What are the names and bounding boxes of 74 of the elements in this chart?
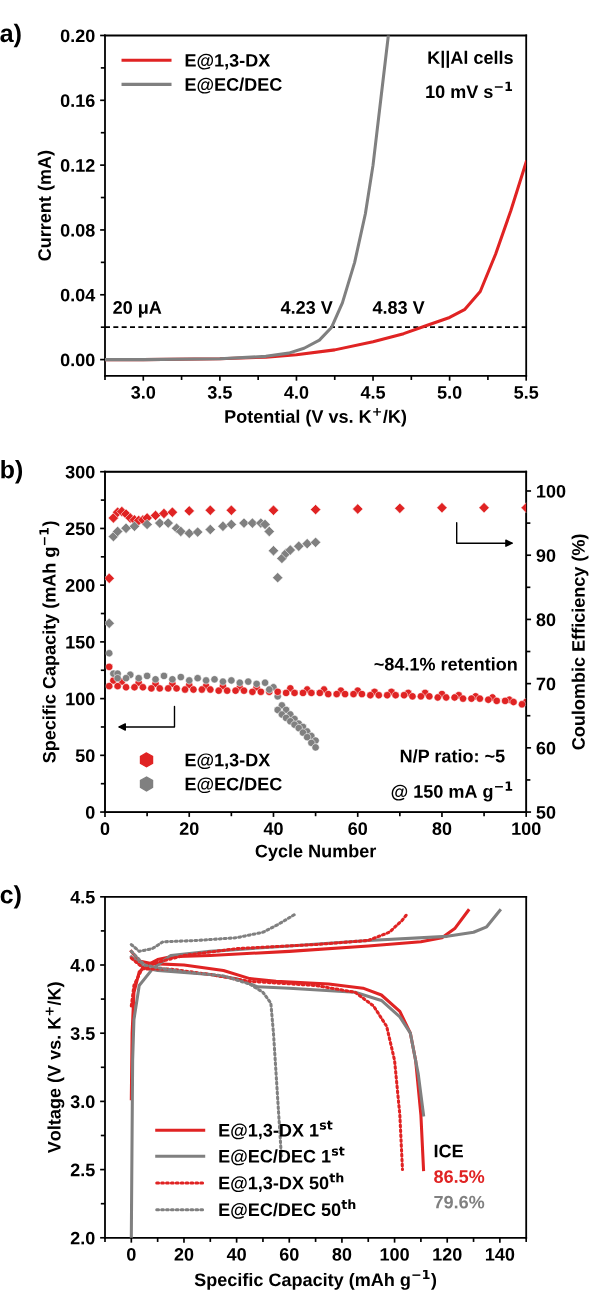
y-tick-label: 0.08 bbox=[60, 223, 95, 237]
y-tick-label: 50 bbox=[75, 749, 95, 763]
x-tick-label: 40 bbox=[226, 1247, 246, 1261]
y-tick-label: 0.20 bbox=[60, 29, 95, 43]
x-tick-label: 0 bbox=[100, 822, 110, 836]
y2-tick-label: 100 bbox=[537, 484, 566, 498]
y-tick-label: 3.5 bbox=[70, 1027, 95, 1040]
y2-tick-label: 90 bbox=[536, 549, 556, 562]
legend-label: E@EC/DEC bbox=[185, 77, 282, 94]
chart-title: c) bbox=[0, 885, 21, 909]
x-tick-label: 140 bbox=[485, 1247, 515, 1261]
legend-label: E@EC/DEC bbox=[185, 777, 282, 794]
annotation: N/P ratio: ~5 bbox=[400, 749, 505, 763]
x-tick-label: 0 bbox=[127, 1247, 136, 1261]
y2-axis-title: Coulombic Efficiency (%) bbox=[571, 534, 589, 750]
y-tick-label: 100 bbox=[66, 692, 95, 706]
y-axis-title: Voltage (V vs. K$^{+}$/K) bbox=[45, 982, 65, 1154]
y-tick-label: 2.0 bbox=[70, 1231, 95, 1245]
y-tick-label: 0.16 bbox=[60, 94, 95, 108]
annotation: @ 150 mA g$^{−1}$ bbox=[391, 781, 513, 802]
annotation: ~84.1% retention bbox=[374, 657, 517, 671]
legend-label: E@EC/DEC 50$^{th}$ bbox=[219, 1199, 356, 1219]
y2-tick-label: 80 bbox=[536, 613, 556, 627]
legend-label: E@EC/DEC 1$^{st}$ bbox=[219, 1146, 345, 1166]
chart-title: a) bbox=[0, 23, 21, 48]
y2-tick-label: 60 bbox=[536, 741, 556, 755]
y-tick-label: 250 bbox=[65, 522, 95, 536]
x-tick-label: 20 bbox=[174, 1247, 194, 1261]
y-tick-label: 0.04 bbox=[60, 288, 96, 302]
x-tick-label: 120 bbox=[433, 1247, 462, 1261]
y-tick-label: 3.0 bbox=[70, 1095, 95, 1109]
annotation: K||Al cells bbox=[428, 50, 513, 68]
legend-label: E@1,3-DX bbox=[185, 53, 271, 70]
y-tick-label: 0.00 bbox=[60, 353, 95, 367]
x-tick-label: 4.5 bbox=[360, 386, 386, 399]
x-tick-label: 5.0 bbox=[437, 386, 462, 399]
x-tick-label: 5.5 bbox=[514, 386, 539, 399]
x-tick-label: 80 bbox=[332, 1247, 352, 1261]
y-axis-title: Current (mA) bbox=[37, 150, 55, 261]
x-tick-label: 100 bbox=[380, 1247, 409, 1261]
x-tick-label: 3.5 bbox=[207, 386, 232, 399]
annotation: 79.6% bbox=[434, 1195, 485, 1209]
y2-tick-label: 50 bbox=[536, 805, 556, 819]
annotation: 4.23 V bbox=[280, 301, 333, 314]
y-tick-label: 0 bbox=[85, 805, 95, 819]
x-tick-label: 3.0 bbox=[131, 386, 156, 399]
annotation: ICE bbox=[434, 1144, 463, 1158]
x-tick-label: 80 bbox=[432, 822, 452, 836]
x-tick-label: 40 bbox=[263, 822, 283, 836]
annotation: 86.5% bbox=[434, 1170, 485, 1183]
x-axis-title: Cycle Number bbox=[255, 844, 377, 861]
y-tick-label: 200 bbox=[65, 579, 95, 592]
x-tick-label: 20 bbox=[179, 822, 199, 836]
x-tick-label: 100 bbox=[512, 822, 541, 836]
annotation: 20 μA bbox=[113, 301, 162, 318]
chart-title: b) bbox=[1, 460, 23, 484]
x-tick-label: 60 bbox=[348, 822, 368, 836]
x-axis-title: Potential (V vs. K$^{+}$/K) bbox=[225, 407, 407, 427]
y-tick-label: 4.5 bbox=[70, 890, 95, 904]
y-tick-label: 4.0 bbox=[70, 958, 95, 972]
x-tick-label: 60 bbox=[279, 1247, 299, 1261]
legend-label: E@1,3-DX 1$^{st}$ bbox=[219, 1120, 333, 1140]
legend-label: E@1,3-DX 50$^{th}$ bbox=[219, 1172, 344, 1193]
y-tick-label: 300 bbox=[65, 465, 95, 479]
y-tick-label: 0.12 bbox=[60, 159, 95, 172]
y-tick-label: 2.5 bbox=[70, 1163, 95, 1177]
x-tick-label: 4.0 bbox=[284, 386, 309, 399]
y-axis-title: Specific Capacity (mAh g$^{−1}$) bbox=[39, 521, 60, 763]
annotation: 4.83 V bbox=[372, 301, 425, 314]
y2-tick-label: 70 bbox=[536, 677, 556, 691]
annotation: 10 mV s$^{−1}$ bbox=[426, 81, 513, 99]
y-tick-label: 150 bbox=[66, 635, 95, 649]
legend-label: E@1,3-DX bbox=[185, 753, 271, 770]
x-axis-title: Specific Capacity (mAh g$^{−1}$) bbox=[194, 1269, 437, 1290]
